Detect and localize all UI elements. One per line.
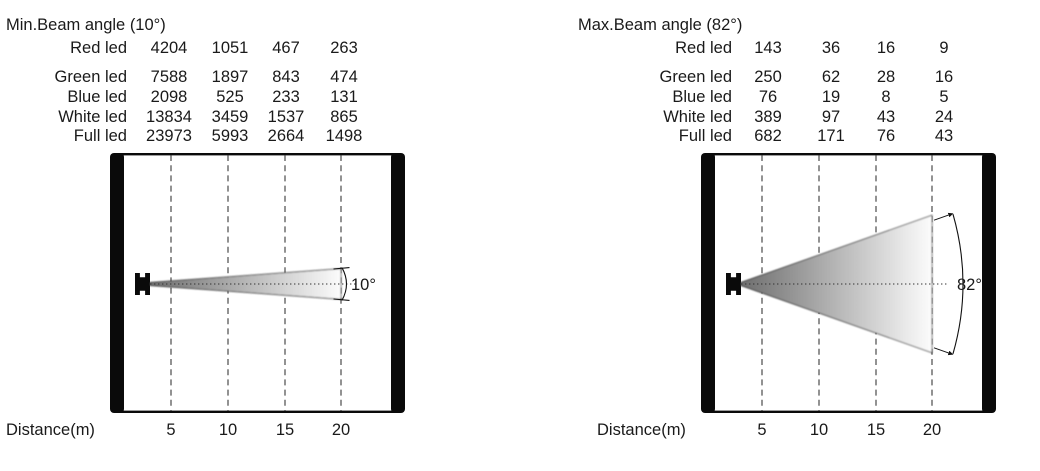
svg-text:82°: 82° [957, 276, 982, 294]
svg-text:10°: 10° [351, 276, 376, 294]
